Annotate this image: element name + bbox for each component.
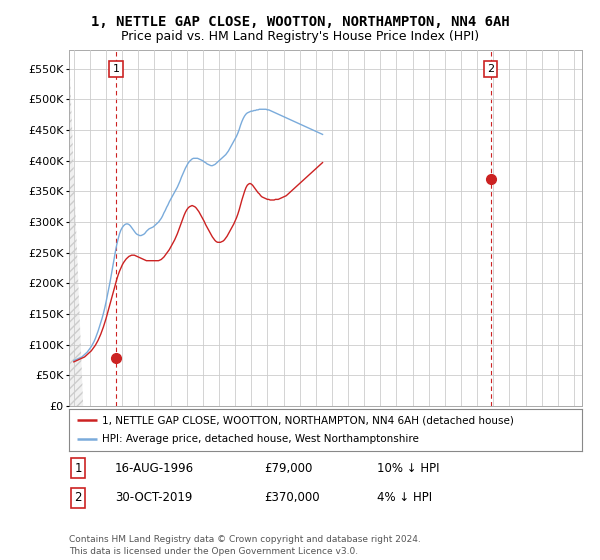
Text: 1, NETTLE GAP CLOSE, WOOTTON, NORTHAMPTON, NN4 6AH (detached house): 1, NETTLE GAP CLOSE, WOOTTON, NORTHAMPTO…: [103, 415, 514, 425]
Text: 1: 1: [113, 64, 119, 74]
Text: 1: 1: [74, 462, 82, 475]
Polygon shape: [69, 50, 83, 406]
Text: HPI: Average price, detached house, West Northamptonshire: HPI: Average price, detached house, West…: [103, 435, 419, 445]
Text: 1, NETTLE GAP CLOSE, WOOTTON, NORTHAMPTON, NN4 6AH: 1, NETTLE GAP CLOSE, WOOTTON, NORTHAMPTO…: [91, 15, 509, 29]
Text: 4% ↓ HPI: 4% ↓ HPI: [377, 491, 432, 504]
Text: 16-AUG-1996: 16-AUG-1996: [115, 462, 194, 475]
Text: £79,000: £79,000: [264, 462, 313, 475]
Text: 2: 2: [74, 491, 82, 504]
Text: Price paid vs. HM Land Registry's House Price Index (HPI): Price paid vs. HM Land Registry's House …: [121, 30, 479, 43]
Text: 30-OCT-2019: 30-OCT-2019: [115, 491, 193, 504]
Text: Contains HM Land Registry data © Crown copyright and database right 2024.
This d: Contains HM Land Registry data © Crown c…: [69, 535, 421, 556]
Text: 2: 2: [487, 64, 494, 74]
Text: 10% ↓ HPI: 10% ↓ HPI: [377, 462, 439, 475]
Text: £370,000: £370,000: [264, 491, 320, 504]
